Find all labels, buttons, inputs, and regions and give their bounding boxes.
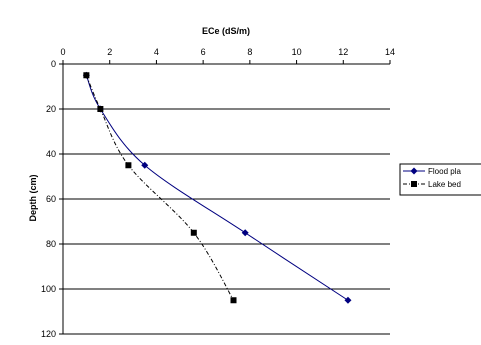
legend-label-flood-plain: Flood pla <box>428 167 461 176</box>
y-axis-title: Depth (cm) <box>28 174 38 221</box>
tick-labels: 0 20 40 60 80 100 120 0 2 4 6 8 10 12 14 <box>41 47 395 339</box>
y-tick-label: 0 <box>51 59 56 69</box>
x-tick-label: 0 <box>60 47 65 57</box>
data-point-lake-bed <box>97 106 104 112</box>
y-tick-label: 40 <box>46 149 56 159</box>
data-point-lake-bed <box>83 72 90 79</box>
data-point-lake-bed <box>125 162 132 169</box>
x-tick-label: 4 <box>154 47 159 57</box>
data-point-lake-bed <box>190 229 197 236</box>
x-tick-label: 14 <box>385 47 395 57</box>
legend: Flood pla Lake bed <box>399 163 481 196</box>
x-tick-label: 12 <box>338 47 348 57</box>
axes <box>59 60 391 335</box>
y-tick-label: 80 <box>46 239 56 249</box>
data-point-flood-plain <box>241 229 249 237</box>
x-axis-title: ECe (dS/m) <box>202 26 250 36</box>
data-point-flood-plain <box>141 161 149 169</box>
y-tick-label: 60 <box>46 194 56 204</box>
legend-marker-lake-bed <box>411 181 417 187</box>
series-line-flood-plain <box>85 75 349 301</box>
gridlines <box>63 108 390 335</box>
x-tick-label: 10 <box>292 47 302 57</box>
y-tick-label: 120 <box>41 329 56 339</box>
x-tick-label: 8 <box>247 47 252 57</box>
legend-label-lake-bed: Lake bed <box>428 180 461 189</box>
series-group <box>82 71 352 304</box>
y-tick-label: 20 <box>46 104 56 114</box>
x-tick-label: 6 <box>201 47 206 57</box>
data-point-lake-bed <box>230 297 237 304</box>
y-tick-label: 100 <box>41 284 56 294</box>
x-tick-label: 2 <box>107 47 112 57</box>
legend-marker-flood-plain <box>410 167 418 175</box>
data-point-flood-plain <box>344 296 352 304</box>
